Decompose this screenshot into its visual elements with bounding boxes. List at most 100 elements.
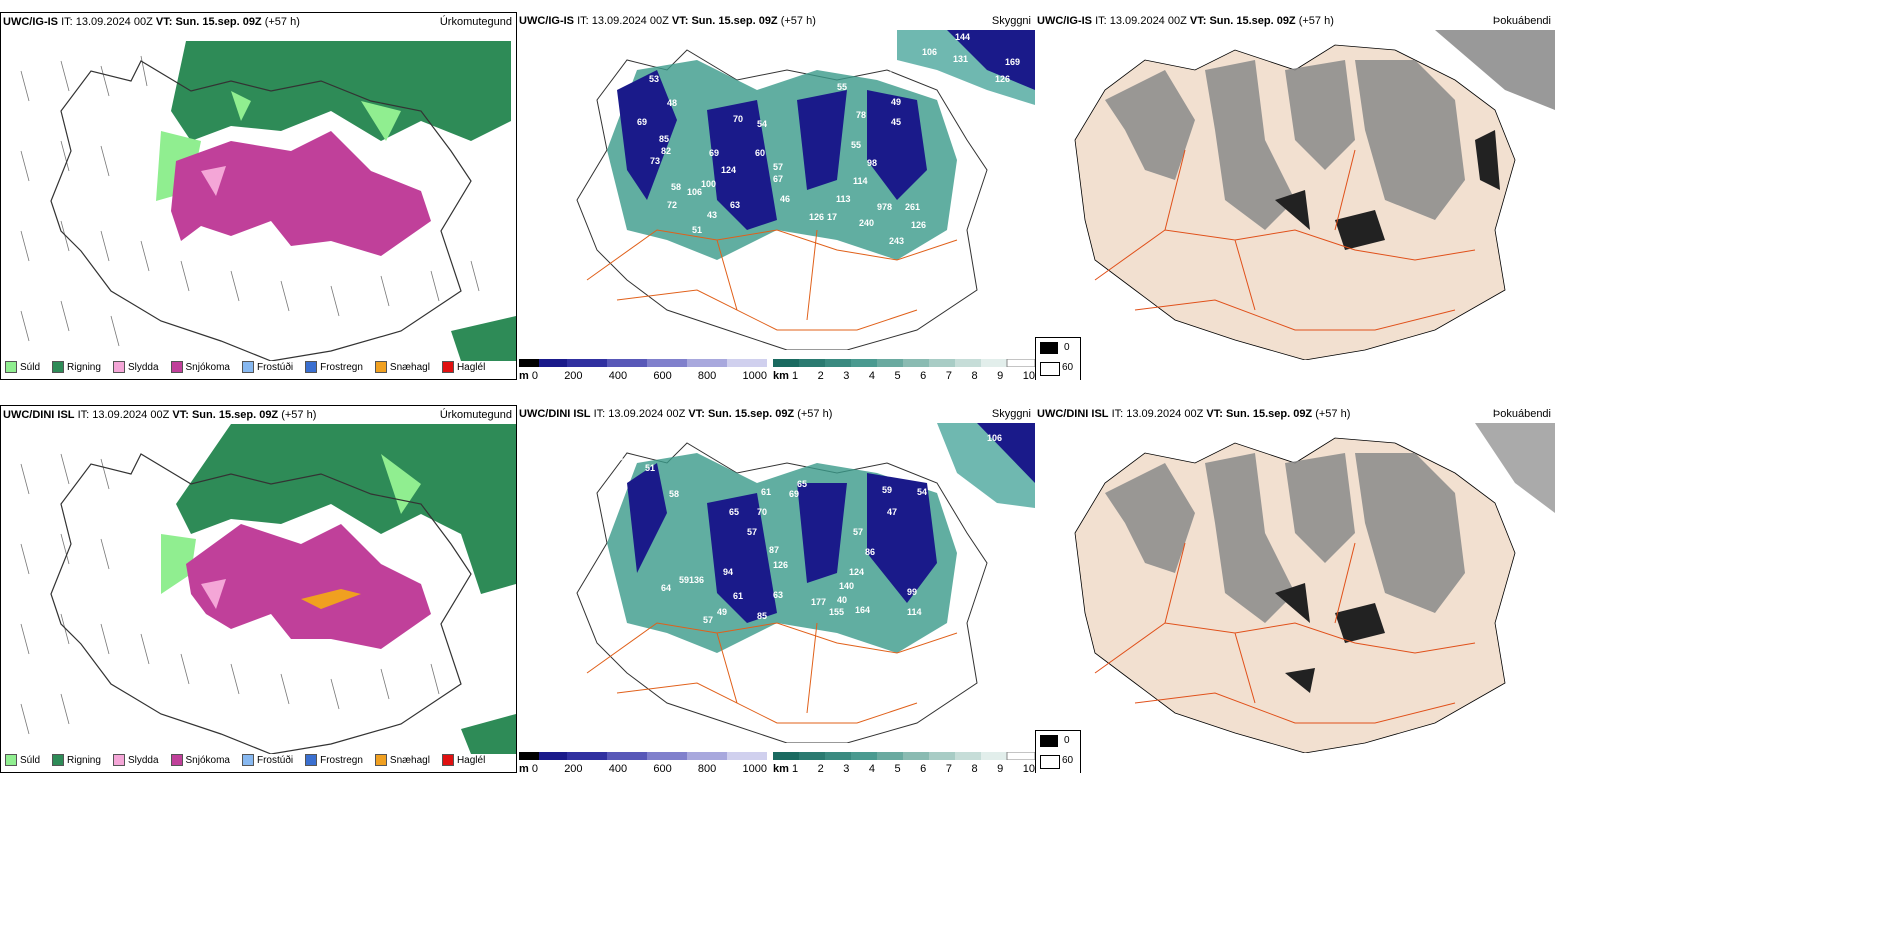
vis-label: 58 [669, 489, 679, 499]
vis-values: 144 106 131 169 126 91 49 45 74 53 48 69… [625, 32, 1020, 246]
fog-legend-light: 60 [1062, 362, 1074, 373]
vis-label: 177 [811, 597, 826, 607]
vis-area-ne-dark [947, 30, 1035, 90]
vis-label: 69 [709, 148, 719, 158]
sleet-area [201, 166, 226, 196]
vis-label: 61 [733, 591, 743, 601]
wind-barbs [20, 453, 440, 735]
visibility-panel-ig: UWC/IG-IS IT: 13.09.2024 00Z VT: Sun. 15… [517, 12, 1035, 380]
vis-label: 82 [661, 146, 671, 156]
drizzle-area [161, 454, 421, 594]
legend-swatch [305, 754, 318, 766]
vis-label: 58 [671, 182, 681, 192]
vis-label: 78 [856, 110, 866, 120]
legend-item: Snæhagl [374, 361, 430, 373]
legend-swatch [5, 754, 17, 766]
vis-label: 57 [747, 527, 757, 537]
vis-label: 54 [757, 119, 767, 129]
panel-header: UWC/IG-IS IT: 13.09.2024 00Z VT: Sun. 15… [519, 15, 816, 27]
vis-label: 240 [859, 218, 874, 228]
legend-item: Snjókoma [170, 754, 230, 766]
vis-label: 64 [661, 583, 671, 593]
legend-item: Frostúði [241, 754, 293, 766]
vis-label: 69 [637, 117, 647, 127]
fog-legend: 0 60 [1035, 337, 1081, 380]
legend-item: Frostregn [305, 361, 363, 373]
colorbar-ticks: km 1 2 3 4 5 6 7 8 9 10 [773, 763, 1035, 773]
vis-label: 243 [889, 236, 904, 246]
roads [586, 229, 958, 331]
vis-label: 51 [692, 225, 702, 235]
legend-item: Frostúði [241, 361, 293, 373]
vis-label: 106 [922, 47, 937, 57]
vis-label: 48 [667, 98, 677, 108]
product-title: Skyggni [991, 408, 1031, 420]
visibility-m-colorbar: m 0 200 400 600 800 1000 [519, 358, 767, 380]
vis-label: 126 [809, 212, 824, 222]
legend-swatch [441, 361, 454, 373]
legend-swatch [52, 754, 65, 766]
colorbar-ticks: km 1 2 3 4 5 6 7 8 9 10 [773, 370, 1035, 380]
colorbar-km [773, 358, 1035, 368]
legend-swatch [5, 361, 17, 373]
vis-label: 106 [987, 433, 1002, 443]
vis-label: 51 [645, 463, 655, 473]
colorbar-m [519, 752, 767, 760]
vis-label: 86 [865, 547, 875, 557]
vis-label: 114 [907, 607, 922, 617]
roads [1094, 149, 1476, 331]
vis-label: 169 [1005, 57, 1020, 67]
legend-swatch [374, 361, 387, 373]
vis-label: 164 [855, 605, 870, 615]
vis-label: 49 [891, 97, 901, 107]
legend-swatch [441, 754, 454, 766]
vis-label: 261 [905, 202, 920, 212]
vis-label: 144 [955, 32, 970, 42]
precip-map [20, 41, 516, 361]
vis-label: 54 [917, 487, 927, 497]
vis-area-dark [617, 70, 927, 230]
vis-label: 85 [659, 134, 669, 144]
legend-swatch [241, 754, 254, 766]
legend-swatch [170, 361, 183, 373]
product-title: Úrkomutegund [439, 16, 512, 28]
rain-area [176, 424, 516, 594]
legend-item: Haglél [441, 754, 485, 766]
vis-label: 114 [853, 176, 868, 186]
precip-legend: Súld Rigning Slydda Snjókoma Frostúði Fr… [5, 754, 491, 766]
rain-area [171, 41, 511, 141]
legend-swatch [170, 754, 183, 766]
legend-item: Frostregn [305, 754, 363, 766]
legend-item: Rigning [52, 754, 101, 766]
vis-label: 60 [755, 148, 765, 158]
legend-item: Súld [5, 361, 40, 373]
snow-pellets [301, 589, 361, 609]
vis-label: 55 [851, 140, 861, 150]
legend-item: Rigning [52, 361, 101, 373]
fog-swatch-dark [1040, 735, 1058, 747]
vis-label: 65 [797, 479, 807, 489]
precip-panel-dini: UWC/DINI ISL IT: 13.09.2024 00Z VT: Sun.… [0, 405, 517, 773]
vis-label: 49 [717, 607, 727, 617]
vis-label: 40 [837, 595, 847, 605]
legend-item: Slydda [112, 754, 159, 766]
panel-header: UWC/DINI ISL IT: 13.09.2024 00Z VT: Sun.… [519, 408, 833, 420]
vis-label: 87 [769, 545, 779, 555]
fog-legend: 0 60 [1035, 730, 1081, 773]
fog-map [1074, 423, 1555, 753]
legend-swatch [112, 361, 125, 373]
vis-label: 126 [911, 220, 926, 230]
vis-label: 57 [703, 615, 713, 625]
vis-label: 57 [773, 162, 783, 172]
legend-item: Súld [5, 754, 40, 766]
fog-swatch-light [1040, 362, 1060, 376]
colorbar-ticks: m 0 200 400 600 800 1000 [519, 763, 767, 773]
vis-label: 106 [687, 187, 702, 197]
legend-swatch [241, 361, 254, 373]
vis-label: 124 [721, 165, 736, 175]
product-title: Skyggni [991, 15, 1031, 27]
visibility-km-colorbar: km 1 2 3 4 5 6 7 8 9 10 [773, 751, 1035, 773]
legend-swatch [374, 754, 387, 766]
vis-label: 63 [773, 590, 783, 600]
legend-item: Haglél [441, 361, 485, 373]
